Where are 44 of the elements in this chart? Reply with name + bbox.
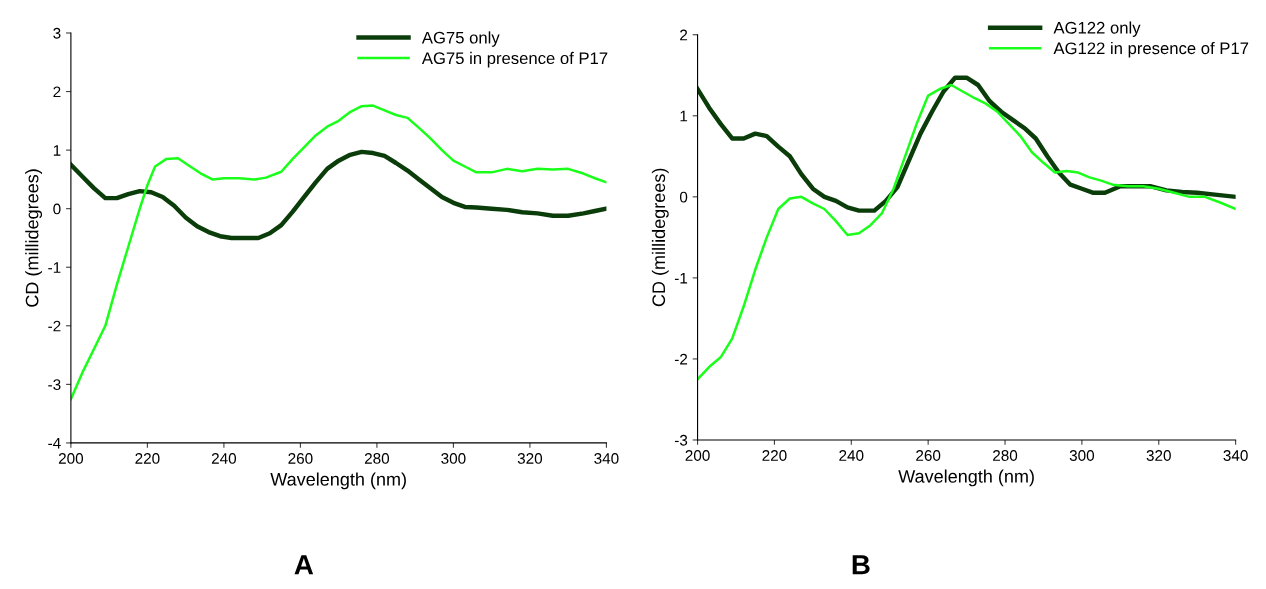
y-tick-label: 3 xyxy=(53,27,61,39)
x-tick-label: 220 xyxy=(135,453,160,464)
y-tick-label: -1 xyxy=(674,272,688,284)
y-tick-label: -1 xyxy=(48,262,61,273)
x-tick-label: 200 xyxy=(685,450,710,461)
x-tick-label: 220 xyxy=(762,450,787,461)
y-tick-label: -2 xyxy=(674,353,688,365)
x-tick-label: 280 xyxy=(993,450,1018,461)
x-tick-label: 280 xyxy=(364,453,390,464)
x-tick-label: 300 xyxy=(441,453,466,464)
legend-label: AG122 only xyxy=(1053,21,1141,37)
x-tick-label: 300 xyxy=(1069,450,1095,461)
y-tick-label: 1 xyxy=(680,110,688,122)
x-tick-label: 260 xyxy=(916,450,941,461)
x-tick-label: 240 xyxy=(839,450,864,461)
y-tick-label: -3 xyxy=(674,434,688,446)
y-tick-label: 1 xyxy=(53,145,61,156)
y-tick-label: -2 xyxy=(48,320,61,332)
text: A xyxy=(294,555,314,575)
x-tick-label: 200 xyxy=(58,453,84,464)
x-tick-label: 320 xyxy=(1146,450,1171,461)
line-series xyxy=(697,83,1236,381)
y-axis-title: CD (millidegrees) xyxy=(651,168,669,307)
y-tick-label: 2 xyxy=(680,29,688,41)
line-series xyxy=(70,149,607,241)
y-tick-label: 2 xyxy=(53,86,61,98)
x-tick-label: 320 xyxy=(517,453,543,464)
legend-label: AG75 in presence of P17 xyxy=(421,51,608,68)
line-series xyxy=(70,104,607,401)
legend-label: AG75 only xyxy=(421,31,500,47)
y-axis-title: CD (millidegrees) xyxy=(25,169,43,307)
y-tick-label: -3 xyxy=(48,379,61,391)
text: B xyxy=(852,555,870,575)
x-tick-label: 340 xyxy=(594,453,619,464)
legend-label: AG122 in presence of P17 xyxy=(1053,41,1249,58)
y-tick-label: 0 xyxy=(679,191,688,203)
x-tick-label: 240 xyxy=(211,453,237,464)
x-axis-title: Wavelength (nm) xyxy=(898,469,1034,487)
y-tick-label: -4 xyxy=(48,437,61,449)
x-tick-label: 340 xyxy=(1223,450,1248,461)
x-tick-label: 260 xyxy=(288,453,313,464)
x-axis-title: Wavelength (nm) xyxy=(270,472,406,490)
line-series xyxy=(697,75,1236,213)
y-tick-label: 0 xyxy=(53,203,61,215)
